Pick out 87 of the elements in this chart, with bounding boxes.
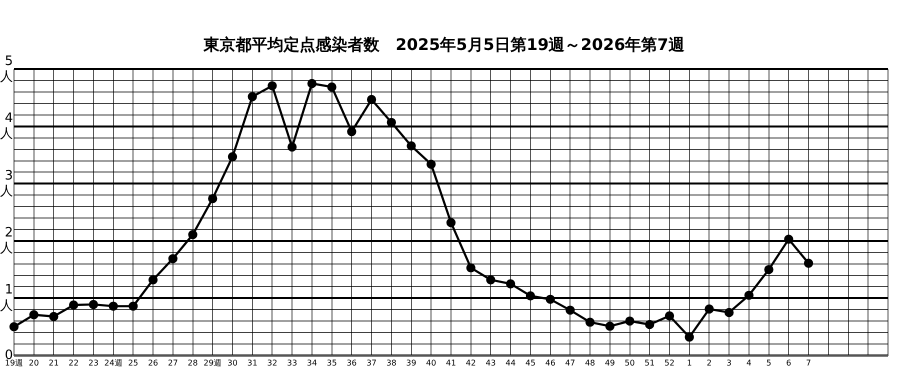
point bbox=[426, 160, 436, 169]
x-tick-label: 28 bbox=[188, 358, 198, 368]
point bbox=[366, 94, 376, 104]
y-tick-label: 5 人 bbox=[0, 54, 13, 84]
point bbox=[804, 258, 814, 268]
x-tick-label: 44 bbox=[505, 358, 516, 368]
x-tick-label: 3 bbox=[726, 358, 732, 368]
x-tick-label: 5 bbox=[766, 358, 772, 368]
point bbox=[526, 291, 536, 300]
x-tick-label: 30 bbox=[227, 358, 238, 368]
point bbox=[228, 152, 238, 162]
point bbox=[188, 230, 198, 240]
x-tick-label: 52 bbox=[664, 358, 675, 368]
x-tick-label: 24週 bbox=[104, 358, 122, 368]
point bbox=[406, 141, 416, 150]
point bbox=[744, 290, 754, 300]
x-tick-label: 46 bbox=[545, 358, 556, 368]
point bbox=[148, 275, 158, 284]
x-tick-label: 2 bbox=[706, 358, 712, 368]
y-tick-label: 4 人 bbox=[0, 111, 13, 142]
point bbox=[128, 302, 138, 311]
y-tick-label: 1 人 bbox=[0, 282, 13, 314]
point bbox=[605, 322, 615, 331]
x-tick-label: 36 bbox=[346, 358, 357, 368]
x-tick-label: 35 bbox=[326, 358, 337, 368]
x-tick-label: 33 bbox=[286, 358, 298, 368]
point bbox=[645, 320, 654, 330]
point bbox=[108, 302, 118, 311]
x-tick-label: 26 bbox=[148, 358, 158, 368]
x-tick-label: 7 bbox=[806, 358, 812, 368]
point bbox=[327, 82, 336, 92]
point bbox=[29, 310, 38, 320]
chart-title: 東京都平均定点感染者数 2025年5月5日第19週～2026年第7週 bbox=[202, 34, 686, 54]
x-tick-label: 6 bbox=[786, 358, 792, 368]
point bbox=[466, 263, 476, 272]
point bbox=[446, 218, 456, 228]
point bbox=[268, 81, 277, 90]
y-tick-label: 3 人 bbox=[0, 168, 13, 199]
x-tick-label: 40 bbox=[426, 358, 436, 368]
x-tick-label: 4 bbox=[746, 358, 752, 368]
x-tick-label: 37 bbox=[366, 358, 377, 368]
x-tick-label: 41 bbox=[446, 358, 456, 368]
x-tick-label: 51 bbox=[644, 358, 655, 368]
point bbox=[9, 322, 19, 332]
point bbox=[208, 194, 218, 204]
point bbox=[486, 275, 496, 284]
point bbox=[347, 126, 356, 136]
x-tick-label: 21 bbox=[48, 358, 59, 368]
point bbox=[566, 306, 575, 315]
x-tick-label: 1 bbox=[686, 358, 692, 368]
x-tick-label: 42 bbox=[466, 358, 476, 368]
x-tick-label: 29週 bbox=[204, 358, 222, 368]
point bbox=[585, 318, 595, 327]
x-tick-label: 50 bbox=[624, 358, 635, 368]
x-tick-label: 27 bbox=[168, 358, 178, 368]
x-tick-label: 31 bbox=[247, 358, 258, 368]
point bbox=[724, 308, 734, 318]
point bbox=[625, 316, 634, 326]
y-tick-label: 2 人 bbox=[0, 225, 13, 256]
x-tick-label: 25 bbox=[128, 358, 138, 368]
point bbox=[506, 279, 516, 288]
point bbox=[49, 312, 58, 322]
x-tick-label: 49 bbox=[604, 358, 616, 368]
x-tick-label: 22 bbox=[68, 358, 79, 368]
point bbox=[307, 78, 317, 88]
x-tick-label: 23 bbox=[88, 358, 99, 368]
point bbox=[287, 142, 297, 152]
x-tick-label: 19週 bbox=[4, 358, 24, 368]
x-tick-label: 38 bbox=[386, 358, 397, 368]
x-tick-label: 20 bbox=[28, 358, 39, 368]
point bbox=[88, 300, 98, 310]
x-tick-label: 47 bbox=[565, 358, 576, 368]
point bbox=[546, 294, 555, 304]
point bbox=[68, 300, 78, 310]
x-tick-label: 45 bbox=[525, 358, 536, 368]
x-tick-label: 43 bbox=[486, 358, 496, 368]
x-tick-label: 39 bbox=[406, 358, 416, 368]
point bbox=[704, 304, 714, 314]
x-tick-label: 34 bbox=[306, 358, 318, 368]
point bbox=[784, 234, 794, 244]
x-tick-label: 32 bbox=[267, 358, 278, 368]
x-tick-label: 48 bbox=[584, 358, 596, 368]
point bbox=[664, 311, 674, 321]
point bbox=[168, 254, 178, 264]
point bbox=[764, 264, 774, 274]
point bbox=[248, 92, 257, 102]
point bbox=[684, 332, 694, 342]
